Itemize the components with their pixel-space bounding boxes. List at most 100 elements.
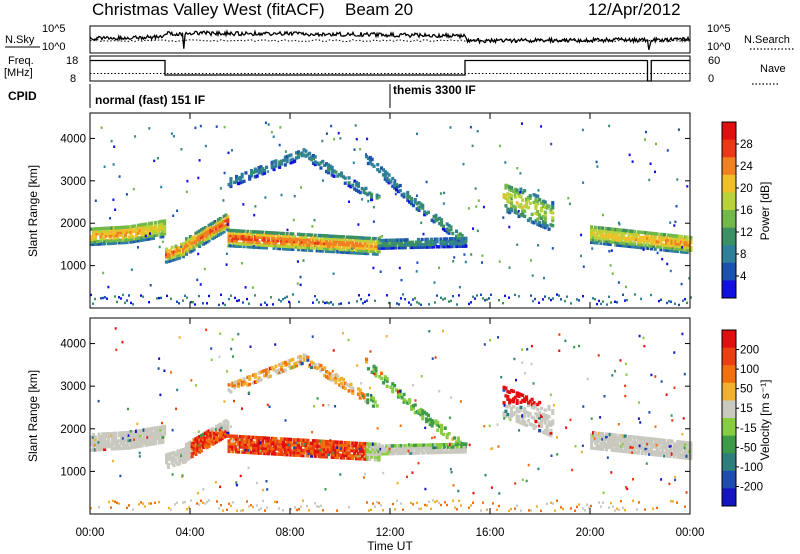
scatter-cell — [409, 240, 413, 245]
scatter-cell — [441, 245, 445, 249]
scatter-cell — [536, 407, 540, 412]
scatter-cell — [670, 249, 674, 253]
scatter-cell — [200, 441, 204, 445]
scatter-cell — [255, 230, 259, 234]
scatter-cell — [461, 244, 465, 248]
scatter-cell — [430, 237, 434, 241]
scatter-cell — [296, 451, 300, 455]
scatter-cell — [330, 373, 334, 377]
scatter-cell — [129, 225, 133, 229]
scatter-cell — [110, 233, 114, 238]
scatter-cell — [323, 447, 327, 451]
scatter-cell — [366, 400, 370, 405]
scatter-cell — [428, 500, 430, 503]
scatter-cell — [625, 229, 629, 233]
scatter-cell — [263, 171, 267, 175]
scatter-cell — [612, 240, 616, 244]
scatter-cell — [291, 453, 295, 457]
scatter-cell — [381, 173, 385, 177]
scatter-cell — [441, 450, 445, 455]
scatter-cell — [608, 232, 612, 236]
scatter-cell — [521, 416, 525, 421]
scatter-cell — [508, 187, 512, 192]
scatter-cell — [90, 240, 94, 244]
scatter-cell — [284, 419, 287, 422]
scatter-cell — [226, 370, 229, 373]
scatter-cell — [170, 253, 174, 257]
scatter-cell — [131, 443, 135, 447]
scatter-cell — [547, 415, 551, 419]
scatter-cell — [91, 240, 95, 244]
scatter-cell — [302, 148, 306, 152]
scatter-cell — [595, 236, 599, 240]
scatter-cell — [400, 240, 404, 245]
scatter-cell — [416, 240, 420, 244]
scatter-cell — [304, 238, 308, 242]
scatter-cell — [336, 374, 340, 378]
scatter-cell — [556, 499, 558, 502]
scatter-cell — [249, 345, 252, 348]
scatter-cell — [340, 242, 344, 247]
scatter-cell — [196, 233, 200, 237]
scatter-cell — [405, 449, 409, 453]
scatter-cell — [353, 243, 357, 247]
scatter-cell — [474, 187, 477, 190]
scatter-cell — [413, 443, 417, 448]
scatter-cell — [407, 240, 411, 245]
scatter-cell — [93, 448, 97, 452]
scatter-cell — [689, 454, 693, 458]
scatter-cell — [298, 448, 302, 452]
scatter-cell — [185, 442, 189, 447]
scatter-cell — [160, 185, 163, 189]
scatter-cell — [287, 440, 291, 444]
scatter-cell — [375, 458, 379, 462]
scatter-cell — [120, 433, 124, 438]
scatter-cell — [218, 224, 222, 228]
scatter-cell — [300, 448, 304, 453]
scatter-cell — [436, 499, 438, 503]
scatter-cell — [265, 449, 269, 453]
scatter-cell — [283, 237, 287, 241]
scatter-cell — [159, 425, 163, 429]
scatter-cell — [215, 427, 219, 431]
scatter-cell — [683, 372, 686, 376]
scatter-cell — [390, 241, 394, 245]
scatter-cell — [222, 435, 226, 439]
scatter-cell — [278, 439, 282, 444]
scatter-cell — [581, 444, 584, 447]
scatter-cell — [276, 447, 280, 451]
scatter-cell — [170, 459, 174, 463]
scatter-cell — [311, 154, 315, 158]
scatter-cell — [401, 444, 405, 448]
scatter-cell — [233, 444, 237, 449]
scatter-cell — [95, 229, 99, 234]
scatter-cell — [142, 438, 146, 442]
scatter-cell — [324, 301, 326, 305]
scatter-cell — [116, 446, 120, 451]
frequency-series — [90, 59, 690, 82]
scatter-cell — [681, 237, 685, 241]
scatter-cell — [121, 438, 125, 443]
scatter-cell — [460, 236, 464, 241]
scatter-cell — [377, 249, 381, 254]
scatter-cell — [338, 445, 342, 450]
scatter-cell — [306, 451, 310, 455]
scatter-cell — [315, 236, 319, 240]
scatter-cell — [110, 439, 114, 443]
scatter-cell — [248, 382, 252, 387]
scatter-cell — [258, 508, 260, 511]
scatter-cell — [616, 438, 620, 443]
scatter-cell — [298, 451, 302, 455]
scatter-cell — [678, 440, 682, 444]
scatter-cell — [582, 507, 584, 510]
scatter-cell — [340, 381, 344, 386]
scatter-cell — [621, 231, 625, 235]
scatter-cell — [356, 248, 360, 253]
scatter-cell — [338, 302, 340, 306]
scatter-cell — [447, 223, 451, 228]
scatter-cell — [303, 443, 306, 446]
scatter-cell — [502, 401, 506, 405]
scatter-cell — [186, 457, 190, 461]
scatter-cell — [233, 180, 237, 185]
scatter-cell — [676, 242, 680, 246]
